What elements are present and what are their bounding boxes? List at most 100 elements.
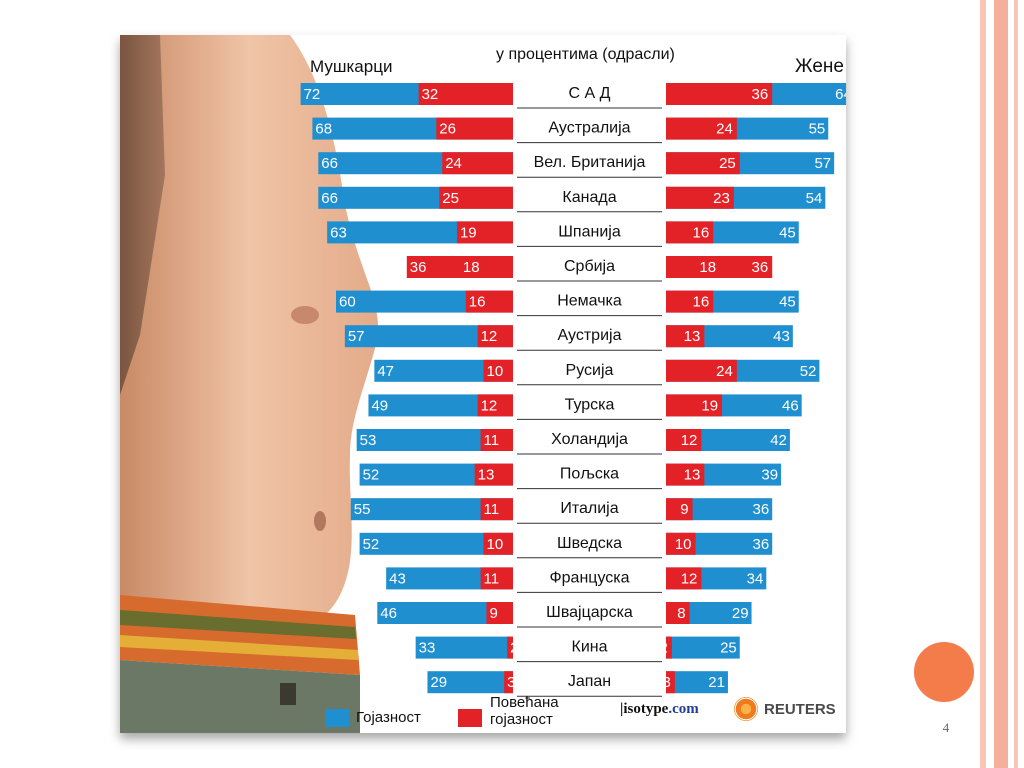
label-women-obesity: 43 — [773, 328, 790, 345]
label-men-increased: 10 — [487, 536, 504, 553]
label-women-increased: 36 — [752, 259, 769, 276]
label-women-increased: 12 — [681, 570, 698, 587]
label-men-increased: 12 — [481, 397, 498, 414]
country-label: Немачка — [557, 293, 622, 310]
label-women-increased: 12 — [681, 432, 698, 449]
bar-women-increased — [666, 152, 740, 175]
bar-men-increased — [439, 186, 513, 209]
bar-men-obesity — [374, 359, 513, 382]
label-men-obesity: 68 — [315, 121, 332, 138]
bar-men-increased — [480, 567, 513, 590]
bar-women-increased — [666, 186, 734, 209]
country-label: Русија — [566, 362, 614, 379]
label-men-increased: 26 — [439, 121, 456, 138]
label-men-obesity: 43 — [389, 570, 406, 587]
label-men-increased: 2 — [510, 640, 518, 657]
torso-photo — [120, 35, 420, 733]
label-men-obesity: 63 — [330, 224, 347, 241]
slide-number: 4 — [942, 720, 950, 735]
label-women-obesity: 34 — [747, 570, 764, 587]
bar-men-obesity — [359, 532, 513, 555]
country-label: Србија — [564, 258, 615, 275]
label-women-obesity: 52 — [800, 363, 817, 380]
bar-men-increased — [477, 325, 513, 348]
country-label: Шпанија — [558, 223, 621, 240]
bar-women-increased — [666, 117, 737, 140]
label-women-increased: 25 — [719, 155, 736, 172]
country-label: Шведска — [557, 535, 622, 552]
bar-men-increased — [477, 394, 513, 417]
label-women-obesity: 36 — [753, 536, 770, 553]
label-women-increased: 10 — [675, 536, 692, 553]
bar-men-obesity — [415, 636, 513, 659]
label-men-obesity: 46 — [380, 605, 397, 622]
bar-men-increased — [483, 359, 513, 382]
legend-swatch-increased — [458, 709, 482, 727]
label-men-increased: 24 — [445, 155, 462, 172]
label-men-obesity: 52 — [363, 467, 380, 484]
bar-men-increased — [474, 463, 513, 486]
reuters-logo-text: REUTERS — [764, 701, 836, 718]
label-women-obesity: 29 — [732, 605, 749, 622]
label-men-increased: 12 — [481, 328, 498, 345]
label-women-increased: 3 — [663, 674, 671, 691]
bar-women-obesity — [666, 671, 728, 694]
label-women-increased: 2 — [660, 640, 668, 657]
label-women-increased: 16 — [693, 294, 710, 311]
label-women-obesity: 25 — [720, 640, 737, 657]
bar-women-increased — [666, 532, 696, 555]
legend-increased-label: Повећана гојазност — [490, 694, 559, 728]
label-men-obesity: 53 — [360, 432, 377, 449]
bar-women-increased — [666, 636, 672, 659]
bar-women-increased — [666, 83, 773, 105]
country-label: Вел. Британија — [534, 154, 646, 171]
unit-header: у процентима (одрасли) — [496, 46, 675, 63]
country-label: Италија — [560, 500, 618, 517]
bar-women-increased — [666, 394, 723, 417]
label-women-increased: 19 — [701, 397, 718, 414]
label-women-obesity: 45 — [779, 294, 796, 311]
label-women-obesity: 39 — [761, 467, 778, 484]
bar-men-increased — [486, 602, 513, 624]
country-label: Холандија — [551, 431, 628, 448]
legend-obesity-label: Гојазност — [356, 709, 421, 726]
bar-men-obesity — [377, 602, 513, 624]
label-men-obesity: 66 — [321, 155, 338, 172]
bar-women-increased — [666, 256, 773, 278]
bar-women-increased — [666, 602, 690, 624]
bar-women-increased — [666, 221, 714, 244]
slide-decoration — [980, 0, 1024, 768]
legend-increased-line1: Повећана — [490, 694, 559, 711]
label-women-obesity: 54 — [806, 190, 823, 207]
country-label: Швајцарска — [546, 604, 633, 621]
label-men-obesity: 72 — [304, 86, 321, 103]
label-men-obesity: 18 — [463, 259, 480, 276]
label-men-obesity: 66 — [321, 190, 338, 207]
bar-women-increased — [666, 429, 702, 451]
label-women-obesity: 18 — [699, 259, 716, 276]
isotype-com-text: .com — [668, 701, 699, 717]
country-label: Јапан — [568, 673, 611, 690]
label-men-increased: 16 — [469, 294, 486, 311]
bar-women-increased — [666, 463, 705, 486]
label-women-increased: 16 — [693, 224, 710, 241]
bar-men-increased — [418, 83, 513, 105]
label-women-increased: 24 — [716, 121, 733, 138]
bar-men-increased — [504, 671, 513, 694]
label-women-obesity: 57 — [814, 155, 831, 172]
label-women-increased: 23 — [713, 190, 730, 207]
bar-men-increased — [456, 221, 513, 244]
label-men-obesity: 33 — [419, 640, 436, 657]
label-women-increased: 8 — [677, 605, 685, 622]
bar-women-increased — [666, 359, 737, 382]
bar-men-obesity — [368, 394, 513, 417]
isotype-logo: |isotype.com — [620, 701, 699, 717]
label-men-increased: 9 — [489, 605, 497, 622]
label-men-obesity: 52 — [363, 536, 380, 553]
bar-men-increased — [436, 117, 513, 140]
bar-men-obesity — [344, 325, 513, 348]
bar-women-increased — [666, 498, 693, 521]
reuters-icon — [734, 697, 758, 721]
